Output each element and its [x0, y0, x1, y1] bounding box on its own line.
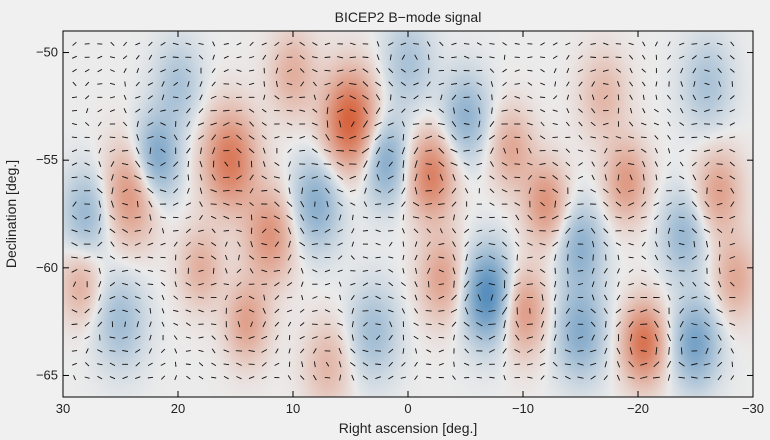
polarization-vector	[327, 121, 328, 128]
polarization-vector	[213, 268, 214, 274]
polarization-vector	[261, 191, 267, 192]
x-tick-label: −10	[512, 401, 534, 416]
x-tick-label: 0	[404, 401, 411, 416]
polarization-vector	[413, 124, 419, 125]
polarization-vector	[618, 108, 619, 114]
polarization-vector	[681, 347, 682, 354]
polarization-vector	[628, 231, 634, 232]
polarization-vector	[692, 44, 698, 45]
polarization-vector	[426, 364, 431, 365]
polarization-vector	[375, 351, 381, 352]
polarization-vector	[492, 94, 493, 100]
polarization-vector	[540, 97, 545, 98]
polarization-vector	[264, 81, 265, 87]
polarization-vector	[553, 137, 558, 138]
y-tick-label: −60	[36, 260, 58, 275]
x-tick-label: 10	[286, 401, 300, 416]
polarization-vector	[615, 150, 621, 151]
polarization-vector	[568, 268, 569, 274]
polarization-vector	[72, 137, 77, 138]
polarization-vector	[590, 57, 596, 58]
polarization-vector	[72, 351, 77, 352]
polarization-vector	[173, 57, 179, 58]
x-axis-label: Right ascension [deg.]	[339, 420, 478, 436]
polarization-vector	[72, 324, 78, 325]
y-axis-label: Declination [deg.]	[3, 160, 19, 268]
polarization-vector	[568, 254, 569, 260]
polarization-vector	[72, 110, 77, 111]
polarization-vector	[325, 377, 330, 378]
polarization-vector	[125, 82, 126, 87]
polarization-vector	[464, 44, 469, 45]
polarization-vector	[403, 174, 404, 181]
polarization-vector	[289, 362, 290, 367]
polarization-vector	[97, 84, 102, 85]
polarization-vector	[224, 231, 229, 232]
polarization-vector	[324, 164, 331, 165]
polarization-vector	[175, 362, 176, 367]
polarization-vector	[375, 364, 381, 365]
polarization-vector	[315, 202, 316, 207]
polarization-vector	[403, 215, 404, 221]
x-tick-label: 30	[56, 401, 70, 416]
polarization-vector	[717, 124, 723, 125]
polarization-vector	[173, 231, 178, 232]
polarization-vector	[110, 137, 116, 138]
polarization-vector	[454, 281, 455, 288]
polarization-vector	[477, 57, 482, 58]
x-tick-label: 20	[171, 401, 185, 416]
polarization-vector	[289, 335, 290, 340]
heatmap-image	[63, 31, 753, 397]
polarization-vector	[186, 364, 191, 365]
polarization-vector	[363, 231, 368, 232]
polarization-vector	[618, 94, 619, 100]
polarization-vector	[426, 191, 432, 192]
polarization-vector	[376, 257, 381, 258]
polarization-vector	[489, 44, 494, 45]
y-tick-label: −55	[36, 152, 58, 167]
polarization-vector	[325, 70, 331, 71]
polarization-vector	[426, 311, 432, 312]
chart-title: BICEP2 B−mode signal	[335, 9, 482, 25]
polarization-vector	[578, 191, 584, 192]
polarization-vector	[717, 164, 723, 165]
polarization-vector	[148, 284, 153, 285]
polarization-vector	[517, 255, 518, 261]
polarization-vector	[375, 204, 381, 205]
polarization-vector	[363, 57, 369, 58]
polarization-vector	[413, 44, 419, 45]
polarization-vector	[593, 254, 594, 260]
polarization-vector	[504, 55, 505, 60]
y-tick-label: −50	[36, 45, 58, 60]
polarization-vector	[236, 191, 243, 192]
polarization-vector	[477, 377, 482, 378]
x-tick-label: −20	[627, 401, 649, 416]
polarization-vector	[438, 311, 444, 312]
polarization-vector	[629, 257, 634, 258]
polarization-vector	[72, 177, 78, 178]
polarization-vector	[122, 151, 128, 152]
polarization-vector	[719, 241, 720, 247]
y-tick-label: −65	[36, 367, 58, 382]
polarization-vector	[552, 150, 558, 151]
polarization-vector	[454, 362, 455, 367]
polarization-vector	[336, 150, 344, 151]
polarization-vector	[403, 134, 404, 141]
x-tick-label: −30	[742, 401, 764, 416]
polarization-vector	[606, 321, 607, 327]
polarization-vector	[325, 57, 331, 58]
polarization-vector	[391, 94, 392, 100]
polarization-vector	[514, 164, 520, 165]
polarization-vector	[641, 137, 647, 138]
